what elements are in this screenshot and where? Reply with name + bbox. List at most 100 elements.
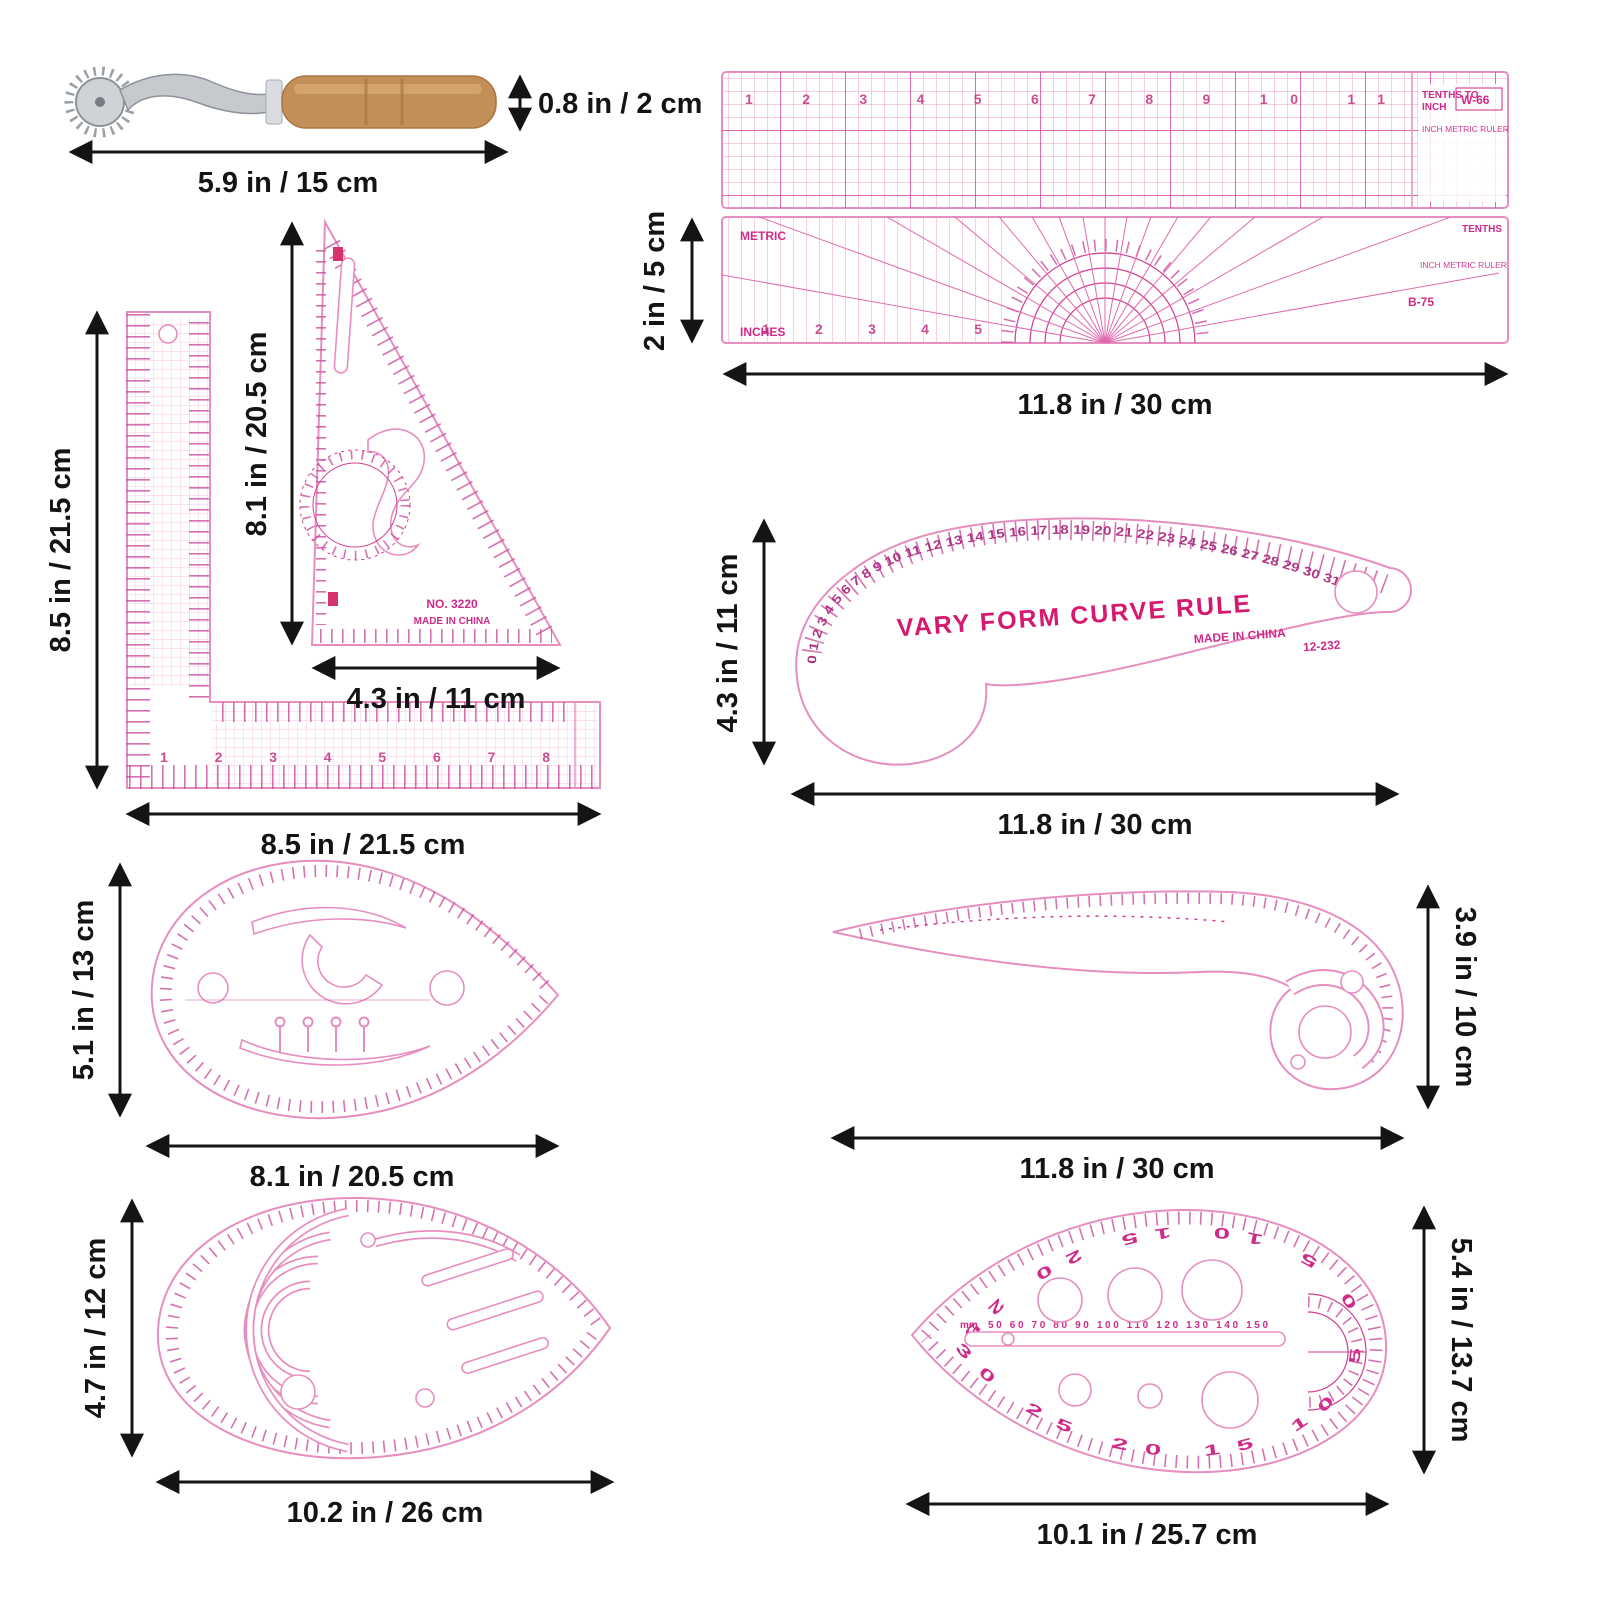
- vary-form-outline: [795, 517, 1412, 766]
- tracing-wheel-ferrule: [265, 79, 283, 125]
- dim-teardrop-large-height: 4.7 in / 12 cm: [80, 1198, 144, 1458]
- dimension-label: 11.8 in / 30 cm: [997, 809, 1192, 841]
- dimension-label: 5.1 in / 13 cm: [68, 900, 100, 1081]
- template-hole: [1137, 1383, 1163, 1409]
- dimension-label: 4.3 in / 11 cm: [712, 554, 744, 733]
- hang-hole: [158, 324, 178, 344]
- inches-numbers: 1 2 3 4 5: [762, 321, 982, 337]
- triangle-outline: [310, 218, 562, 646]
- french-curve-cutout: [367, 428, 426, 556]
- mm-scale-numbers: 50 60 70 80 90 100 110 120 130 140 150: [988, 1320, 1268, 1331]
- l-square-ruler: 1 2 3 4 5 6 7 8: [126, 311, 601, 789]
- handle-highlight: [294, 84, 482, 94]
- template-hole: [1290, 1054, 1306, 1070]
- dim-l-square-width: 8.5 in / 21.5 cm: [125, 802, 602, 861]
- ruler-model: B-75: [1408, 295, 1434, 309]
- slot-cutout: [333, 257, 356, 374]
- dim-tracing-wheel-width: 5.9 in / 15 cm: [68, 140, 509, 199]
- dimension-label: 5.4 in / 13.7 cm: [1445, 1238, 1477, 1443]
- metric-label: METRIC: [740, 229, 786, 243]
- template-hole: [1298, 1005, 1352, 1059]
- triangle-made-in: MADE IN CHINA: [414, 616, 491, 627]
- edge-ticks: [921, 1211, 1383, 1469]
- template-hole: [1181, 1259, 1243, 1321]
- l-square-numbers: 1 2 3 4 5 6 7 8: [160, 749, 550, 765]
- dim-french-curve-height: 3.9 in / 10 cm: [1416, 884, 1481, 1110]
- grid-ruler-w66: 1 2 3 4 5 6 7 8 9 10 11 TENTHS TO INCH W…: [721, 71, 1509, 209]
- template-hole: [1001, 1332, 1015, 1346]
- ruler-slot: [964, 1331, 1286, 1347]
- ruler-corner-text: INCH: [1422, 102, 1446, 113]
- slanted-slot: [421, 1248, 514, 1287]
- dim-triangle-width: 4.3 in / 11 cm: [311, 656, 561, 715]
- dim-teardrop-large-width: 10.2 in / 26 cm: [155, 1470, 615, 1529]
- dim-teardrop-protractor-width: 10.1 in / 25.7 cm: [905, 1492, 1390, 1551]
- curl-gap: [1286, 971, 1383, 1068]
- dimension-label: 10.1 in / 25.7 cm: [1037, 1519, 1258, 1551]
- dim-tracing-wheel-height: 0.8 in / 2 cm: [508, 74, 702, 132]
- dim-ruler-pair-height: 2 in / 5 cm: [639, 211, 704, 351]
- dimension-label: 4.3 in / 11 cm: [347, 683, 526, 715]
- tracing-wheel: [64, 66, 497, 138]
- mm-label: mm: [960, 1320, 978, 1331]
- protractor-ticks: [300, 450, 410, 560]
- label-panel: [1418, 84, 1506, 202]
- vary-form-curve-rule: 0 1 2 3 4 5 6 7 8 9 10 11 12 13 14 15 16…: [795, 517, 1412, 766]
- tracing-wheel-hub: [95, 97, 105, 107]
- protractor-circle: [299, 449, 411, 561]
- hang-hole: [1334, 570, 1378, 614]
- french-curve-outline: [832, 890, 1404, 1091]
- template-hole: [280, 1374, 316, 1410]
- triangle-model: NO. 3220: [426, 597, 478, 611]
- dimension-label: 8.1 in / 20.5 cm: [250, 1161, 455, 1193]
- ruler-desc: INCH METRIC RULER: [1420, 260, 1507, 270]
- dim-french-curve-width: 11.8 in / 30 cm: [830, 1126, 1405, 1185]
- grid-coarse: [722, 72, 1508, 208]
- template-hole: [1340, 970, 1364, 994]
- dimension-label: 11.8 in / 30 cm: [1019, 1153, 1214, 1185]
- tracing-wheel-arm: [119, 73, 269, 115]
- red-stamp: [333, 247, 343, 261]
- template-hole: [429, 970, 465, 1006]
- vary-form-model: 12-232: [1303, 638, 1342, 655]
- dim-vary-form-height: 4.3 in / 11 cm: [712, 518, 776, 766]
- dim-teardrop-protractor-height: 5.4 in / 13.7 cm: [1412, 1205, 1477, 1475]
- triangle-ruler: NO. 3220 MADE IN CHINA: [299, 218, 562, 646]
- c-shaped-cutout: [301, 933, 384, 1005]
- edge-ticks: [858, 892, 1394, 1064]
- template-hole: [415, 1388, 435, 1408]
- dim-ruler-pair-width: 11.8 in / 30 cm: [722, 362, 1509, 421]
- buttonhole-slots: [274, 1016, 370, 1052]
- protractor-circle-inner: [312, 462, 398, 548]
- nested-arc-slots: [243, 1207, 349, 1453]
- dimension-label: 8.1 in / 20.5 cm: [241, 332, 273, 537]
- tenths-label: TENTHS: [1462, 224, 1502, 235]
- dimension-label: 4.7 in / 12 cm: [80, 1238, 112, 1419]
- dim-teardrop-small-width: 8.1 in / 20.5 cm: [145, 1134, 560, 1193]
- column-ticks: [722, 217, 1002, 343]
- dimension-label: 10.2 in / 26 cm: [287, 1497, 484, 1529]
- curve-slot: [251, 906, 407, 936]
- dim-teardrop-small-height: 5.1 in / 13 cm: [68, 862, 132, 1118]
- template-hole: [1037, 1277, 1083, 1323]
- dim-l-square-height: 8.5 in / 21.5 cm: [45, 310, 109, 790]
- dimension-label: 0.8 in / 2 cm: [538, 88, 702, 120]
- model-box: [1455, 87, 1503, 111]
- teardrop-protractor-template: 30 25 20 15 10 5 0 5 10 15 20 25 50 60 7…: [910, 1208, 1388, 1474]
- dim-vary-form-width: 11.8 in / 30 cm: [790, 782, 1400, 841]
- ruler-desc: INCH METRIC RULER: [1422, 124, 1509, 134]
- french-curve-ruler: [832, 890, 1404, 1091]
- slanted-slot: [446, 1290, 544, 1331]
- template-hole: [1058, 1373, 1092, 1407]
- ruler-model: W-66: [1461, 93, 1490, 107]
- dimension-label: 8.5 in / 21.5 cm: [261, 829, 466, 861]
- teardrop-template-small: [150, 859, 560, 1120]
- dimension-label: 11.8 in / 30 cm: [1017, 389, 1212, 421]
- vary-form-made-in: MADE IN CHINA: [1193, 626, 1286, 646]
- template-hole: [197, 972, 229, 1004]
- protractor-fan: [722, 217, 1500, 343]
- template-hole: [360, 1232, 376, 1248]
- half-protractor: [1307, 1293, 1367, 1411]
- dimension-label: 2 in / 5 cm: [639, 211, 671, 351]
